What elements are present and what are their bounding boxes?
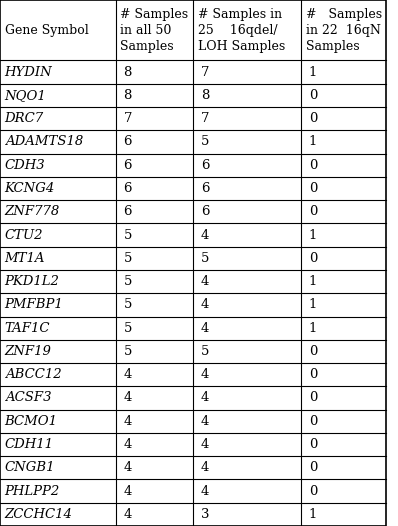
Text: 0: 0 — [309, 205, 317, 218]
Text: 1: 1 — [309, 229, 317, 241]
Text: 5: 5 — [201, 136, 209, 148]
Text: 7: 7 — [123, 112, 132, 125]
Text: 4: 4 — [201, 391, 209, 404]
Text: 0: 0 — [309, 159, 317, 171]
Text: 0: 0 — [309, 345, 317, 358]
Text: 5: 5 — [123, 345, 132, 358]
Text: NQO1: NQO1 — [5, 89, 47, 102]
Text: 7: 7 — [201, 66, 209, 78]
Text: CDH3: CDH3 — [5, 159, 45, 171]
Text: 4: 4 — [123, 415, 132, 428]
Text: 6: 6 — [201, 159, 209, 171]
Text: 4: 4 — [201, 298, 209, 311]
Text: ZNF778: ZNF778 — [5, 205, 60, 218]
Text: 6: 6 — [201, 205, 209, 218]
Text: 4: 4 — [201, 368, 209, 381]
Text: 0: 0 — [309, 252, 317, 265]
Text: 4: 4 — [123, 438, 132, 451]
Text: Gene Symbol: Gene Symbol — [5, 24, 88, 37]
Text: 4: 4 — [201, 322, 209, 335]
Text: 1: 1 — [309, 66, 317, 78]
Text: PHLPP2: PHLPP2 — [5, 484, 60, 498]
Text: 4: 4 — [201, 461, 209, 474]
Text: 6: 6 — [123, 136, 132, 148]
Text: BCMO1: BCMO1 — [5, 415, 58, 428]
Text: DRC7: DRC7 — [5, 112, 44, 125]
Text: CDH11: CDH11 — [5, 438, 54, 451]
Text: 1: 1 — [309, 298, 317, 311]
Text: 5: 5 — [123, 298, 132, 311]
Text: 7: 7 — [201, 112, 209, 125]
Text: 0: 0 — [309, 438, 317, 451]
Text: 4: 4 — [123, 484, 132, 498]
Text: 4: 4 — [123, 368, 132, 381]
Text: 1: 1 — [309, 275, 317, 288]
Text: KCNG4: KCNG4 — [5, 182, 55, 195]
Text: 8: 8 — [123, 89, 132, 102]
Text: 0: 0 — [309, 182, 317, 195]
Text: PMFBP1: PMFBP1 — [5, 298, 63, 311]
Text: ZCCHC14: ZCCHC14 — [5, 508, 72, 521]
Text: # Samples in
25    16qdel/
LOH Samples: # Samples in 25 16qdel/ LOH Samples — [198, 8, 285, 53]
Text: 5: 5 — [123, 229, 132, 241]
Text: 6: 6 — [123, 159, 132, 171]
Text: ADAMTS18: ADAMTS18 — [5, 136, 83, 148]
Text: HYDIN: HYDIN — [5, 66, 53, 78]
Text: 6: 6 — [123, 182, 132, 195]
Text: ZNF19: ZNF19 — [5, 345, 51, 358]
Text: 8: 8 — [201, 89, 209, 102]
Text: 4: 4 — [201, 229, 209, 241]
Text: ABCC12: ABCC12 — [5, 368, 61, 381]
Text: 4: 4 — [123, 461, 132, 474]
Text: #   Samples
in 22  16qN
Samples: # Samples in 22 16qN Samples — [306, 8, 382, 53]
Text: 1: 1 — [309, 508, 317, 521]
Text: 8: 8 — [123, 66, 132, 78]
Text: 4: 4 — [201, 275, 209, 288]
Text: 5: 5 — [123, 275, 132, 288]
Text: 0: 0 — [309, 368, 317, 381]
Text: 0: 0 — [309, 415, 317, 428]
Text: 5: 5 — [123, 252, 132, 265]
Text: MT1A: MT1A — [5, 252, 45, 265]
Text: 0: 0 — [309, 112, 317, 125]
Text: PKD1L2: PKD1L2 — [5, 275, 60, 288]
Text: 4: 4 — [201, 415, 209, 428]
Text: 3: 3 — [201, 508, 209, 521]
Text: 0: 0 — [309, 461, 317, 474]
Text: 1: 1 — [309, 322, 317, 335]
Text: 4: 4 — [123, 391, 132, 404]
Text: 4: 4 — [201, 484, 209, 498]
Text: 5: 5 — [201, 252, 209, 265]
Text: 5: 5 — [201, 345, 209, 358]
Text: CTU2: CTU2 — [5, 229, 43, 241]
Text: ACSF3: ACSF3 — [5, 391, 51, 404]
Text: TAF1C: TAF1C — [5, 322, 50, 335]
Text: 6: 6 — [123, 205, 132, 218]
Text: 4: 4 — [201, 438, 209, 451]
Text: 5: 5 — [123, 322, 132, 335]
Text: # Samples
in all 50
Samples: # Samples in all 50 Samples — [121, 8, 189, 53]
Text: 0: 0 — [309, 391, 317, 404]
Text: CNGB1: CNGB1 — [5, 461, 55, 474]
Text: 0: 0 — [309, 484, 317, 498]
Text: 0: 0 — [309, 89, 317, 102]
Text: 4: 4 — [123, 508, 132, 521]
Text: 1: 1 — [309, 136, 317, 148]
Text: 6: 6 — [201, 182, 209, 195]
